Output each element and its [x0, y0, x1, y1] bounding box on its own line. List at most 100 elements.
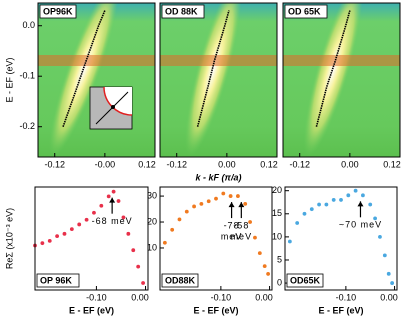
annotation: -68 meV: [92, 216, 133, 226]
y-tick-label: -0.1: [19, 71, 35, 81]
frame: [34, 186, 149, 291]
panel: -0.12 -0.00 0.12 0.0 -0.1 -0.2 OP96K E - EF (eV…: [4, 2, 156, 169]
panel-label: OD65K: [290, 275, 321, 285]
point: [248, 220, 252, 224]
point: [295, 221, 300, 225]
y-tick-label: 0: [277, 277, 282, 287]
frame: [159, 186, 273, 291]
x-tick-label: 0.00: [341, 159, 359, 169]
panel-label: OD 88K: [165, 6, 198, 16]
energy-band: [283, 55, 400, 66]
point: [111, 189, 116, 194]
panel-label-box: [39, 4, 77, 19]
x-tick-label: 0.00: [255, 292, 273, 302]
spectral-glow: [49, 3, 119, 156]
point: [386, 271, 391, 276]
panel: -0.12 0.00 0.12 OD 65K: [282, 2, 401, 169]
frame: [284, 186, 398, 291]
energy-band: [160, 55, 277, 66]
arrow-head: [238, 202, 245, 208]
inset: [89, 86, 133, 130]
y-tick-label: 5: [277, 254, 282, 264]
inset-zone: [104, 87, 132, 115]
energy-band: [38, 55, 155, 66]
y-axis-label: E - EF (eV): [4, 57, 14, 102]
y-tick-label: 15: [272, 208, 282, 218]
point: [106, 194, 111, 199]
point: [346, 193, 351, 198]
point: [361, 193, 365, 198]
x-axis-label: E - EF (eV): [69, 305, 114, 315]
image-area: [283, 3, 400, 157]
y-tick-label: 20: [147, 216, 157, 226]
panel-label: OD88K: [165, 275, 196, 285]
frame: [37, 2, 156, 158]
point: [378, 234, 382, 239]
point: [339, 198, 343, 202]
panel-label: OD 65K: [288, 6, 321, 16]
x-tick-label: 0.00: [380, 292, 398, 302]
arrow-head: [357, 201, 364, 207]
point: [368, 202, 373, 207]
point: [324, 202, 329, 207]
x-axis-label: E - EF (eV): [318, 305, 363, 315]
point: [221, 191, 226, 196]
dispersion: [315, 10, 351, 127]
point: [257, 251, 262, 256]
x-axis-label: E - EF (eV): [193, 305, 238, 315]
dispersion: [196, 10, 230, 127]
y-tick-label: -0.2: [19, 121, 35, 131]
point: [121, 215, 126, 220]
panel-label-box: [161, 273, 199, 288]
x-tick-label: -0.12: [166, 159, 187, 169]
point: [262, 264, 267, 269]
point: [206, 199, 211, 204]
y-tick-label: 10: [272, 231, 282, 241]
dispersion: [62, 10, 106, 127]
x-tick-label: 0.00: [218, 159, 236, 169]
y-tick-label: 30: [147, 190, 157, 200]
point: [243, 201, 248, 206]
point: [236, 194, 240, 198]
point: [390, 281, 395, 285]
panel: ~70 meV -0.10 0.00 0 5 10 15 20 OD65K E - EF (eV): [272, 185, 398, 315]
point: [382, 253, 387, 258]
image-area: [160, 3, 277, 157]
point: [170, 227, 175, 232]
point: [55, 234, 60, 239]
point: [317, 202, 321, 207]
point: [99, 203, 104, 208]
point: [40, 241, 45, 246]
point: [131, 248, 136, 253]
point: [84, 217, 89, 222]
y-tick-label: 20: [272, 185, 282, 195]
point: [266, 272, 271, 276]
point: [62, 231, 67, 236]
point: [199, 201, 204, 206]
point: [69, 227, 74, 232]
panel-label-box: [286, 273, 324, 288]
x-tick-label: 0.12: [138, 159, 156, 169]
point: [253, 235, 257, 240]
spectral-glow: [185, 3, 242, 156]
panel-label: OP 96K: [40, 275, 72, 285]
point: [228, 194, 233, 198]
point: [309, 207, 314, 212]
point: [214, 196, 218, 201]
x-tick-label: -0.00: [95, 159, 116, 169]
panel: -68 meV -0.10 0.00 OP 96K E - EF (eV) ReΣ (x1…: [4, 186, 149, 315]
annotation: meV: [231, 231, 253, 241]
point: [353, 188, 358, 193]
y-axis-label: ReΣ (x10⁻³ eV): [4, 208, 14, 269]
point: [116, 199, 121, 203]
point: [77, 222, 82, 227]
point: [302, 211, 307, 216]
x-tick-label: -0.10: [336, 292, 357, 302]
annotation: meV: [221, 231, 243, 241]
point: [373, 216, 377, 221]
panel: -0.12 0.00 0.12 OD 88K k - kF (π/a): [159, 2, 278, 182]
point: [184, 209, 189, 214]
y-tick-label: 0.0: [22, 20, 35, 30]
inset-dot: [111, 105, 115, 109]
point: [177, 217, 182, 222]
